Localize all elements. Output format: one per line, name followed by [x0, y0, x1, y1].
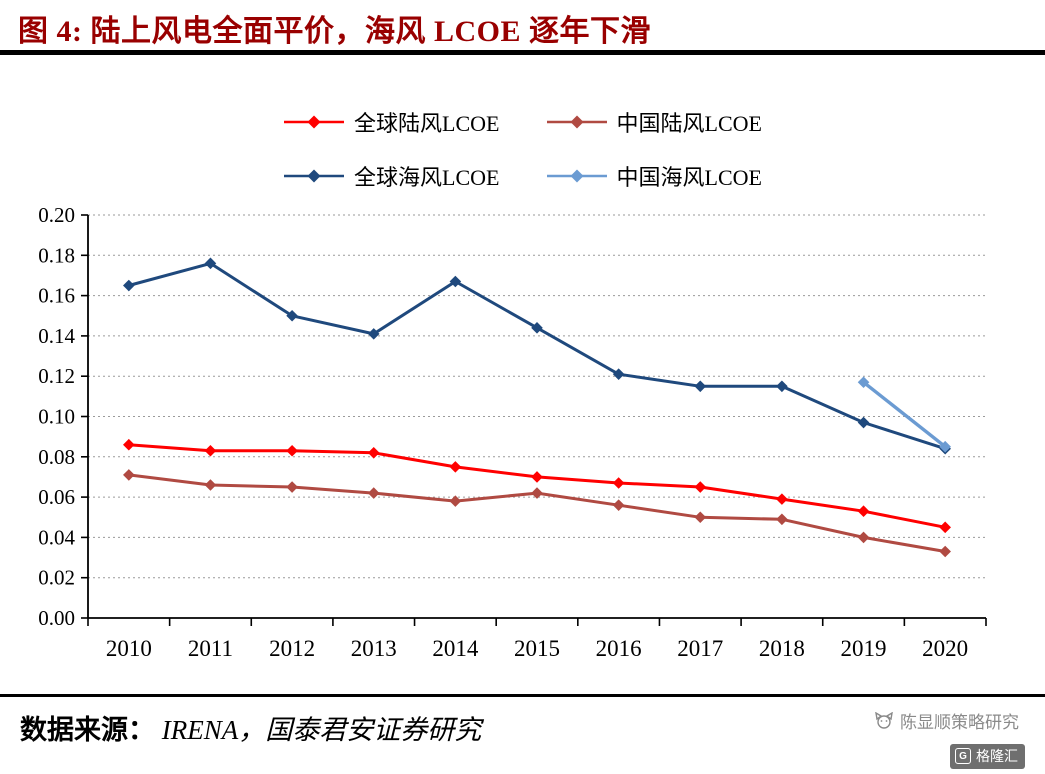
- figure-title: 图 4: 陆上风电全面平价，海风 LCOE 逐年下滑: [18, 15, 652, 48]
- series-marker-1: [612, 499, 625, 511]
- legend-label: 中国海风LCOE: [616, 165, 762, 190]
- legend-item-3: 中国海风LCOE: [546, 160, 762, 192]
- title-divider: [0, 50, 1045, 55]
- series-marker-2: [776, 380, 788, 393]
- legend-label: 全球陆风LCOE: [354, 111, 500, 136]
- x-tick-label: 2018: [759, 636, 805, 661]
- legend-item-1: 中国陆风LCOE: [546, 106, 762, 138]
- x-tick-label: 2013: [351, 636, 397, 661]
- series-marker-0: [939, 521, 951, 534]
- series-marker-1: [286, 481, 298, 493]
- series-marker-1: [367, 487, 380, 499]
- x-tick-label: 2016: [596, 636, 642, 661]
- x-tick-label: 2015: [514, 636, 560, 661]
- series-marker-0: [449, 461, 462, 473]
- series-marker-2: [449, 275, 462, 288]
- y-tick-label: 0.02: [38, 566, 75, 590]
- series-marker-3: [857, 376, 870, 389]
- series-marker-2: [367, 328, 380, 340]
- cat-icon: [875, 712, 893, 729]
- y-tick-label: 0.04: [38, 525, 75, 549]
- x-tick-label: 2014: [432, 636, 479, 661]
- y-tick-label: 0.12: [38, 364, 75, 388]
- legend-marker-icon: [284, 169, 345, 183]
- lcoe-line-chart: 0.00 0.02 0.04 0.06 0.08 0.10 0.12 0.14 0.16 0.18…: [38, 203, 987, 661]
- gelonghui-logo: G 格隆汇: [950, 744, 1025, 769]
- series-marker-0: [123, 438, 135, 451]
- series-marker-1: [531, 487, 543, 499]
- series-marker-1: [857, 531, 870, 544]
- x-tick-label: 2010: [106, 636, 152, 661]
- series-marker-0: [286, 444, 298, 457]
- legend-marker-icon: [546, 115, 607, 129]
- data-source-text: IRENA，国泰君安证券研究: [161, 715, 482, 745]
- x-tick-label: 2019: [841, 636, 887, 661]
- series-marker-1: [123, 469, 135, 481]
- series-marker-1: [449, 495, 462, 507]
- series-marker-3: [939, 440, 951, 453]
- series-marker-1: [694, 511, 707, 524]
- series-marker-0: [612, 477, 625, 489]
- legend-item-0: 全球陆风LCOE: [283, 106, 500, 138]
- y-tick-label: 0.08: [38, 445, 75, 469]
- series-marker-0: [857, 505, 870, 518]
- legend-label: 全球海风LCOE: [354, 165, 500, 190]
- data-source: 数据来源： IRENA，国泰君安证券研究: [20, 708, 481, 747]
- x-tick-label: 2012: [269, 636, 315, 661]
- y-tick-label: 0.20: [38, 203, 75, 227]
- series-marker-1: [204, 479, 217, 491]
- footer-divider: [0, 694, 1045, 697]
- legend-label: 中国陆风LCOE: [616, 111, 762, 136]
- x-tick-label: 2011: [188, 636, 233, 661]
- series-marker-0: [204, 444, 217, 457]
- series-line-3: [862, 380, 947, 449]
- series-marker-0: [531, 471, 543, 483]
- series-marker-1: [776, 513, 788, 526]
- data-source-label: 数据来源：: [20, 715, 155, 745]
- series-marker-2: [531, 322, 543, 334]
- series-marker-2: [857, 416, 870, 429]
- legend-item-2: 全球海风LCOE: [283, 160, 500, 192]
- series-marker-0: [776, 493, 788, 505]
- x-tick-label: 2017: [677, 636, 723, 661]
- y-tick-label: 0.18: [38, 243, 75, 267]
- gelonghui-logo-text: 格隆汇: [976, 748, 1018, 764]
- author-watermark: 陈显顺策略研究: [874, 708, 1019, 733]
- series-marker-2: [286, 309, 298, 322]
- gelonghui-logo-icon: G: [955, 748, 971, 764]
- series-marker-1: [939, 545, 951, 558]
- series-marker-2: [612, 368, 625, 380]
- series-line-1: [128, 473, 946, 553]
- y-tick-label: 0.06: [38, 485, 75, 509]
- y-tick-label: 0.10: [38, 405, 75, 429]
- series-marker-2: [123, 279, 135, 292]
- x-tick-label: 2020: [922, 636, 968, 661]
- y-tick-label: 0.14: [38, 324, 75, 348]
- legend-marker-icon: [546, 169, 607, 183]
- series-marker-2: [694, 380, 707, 393]
- author-watermark-text: 陈显顺策略研究: [900, 713, 1019, 732]
- chart-legend: 全球陆风LCOE 中国陆风LCOE 全球海风LCOE 中国海风LCOE: [0, 106, 1045, 192]
- series-marker-2: [204, 257, 217, 270]
- legend-marker-icon: [284, 115, 345, 129]
- y-tick-label: 0.00: [38, 606, 75, 630]
- series-line-2: [128, 261, 946, 451]
- series-marker-0: [367, 446, 380, 459]
- y-tick-label: 0.16: [38, 284, 75, 308]
- series-marker-0: [694, 481, 707, 493]
